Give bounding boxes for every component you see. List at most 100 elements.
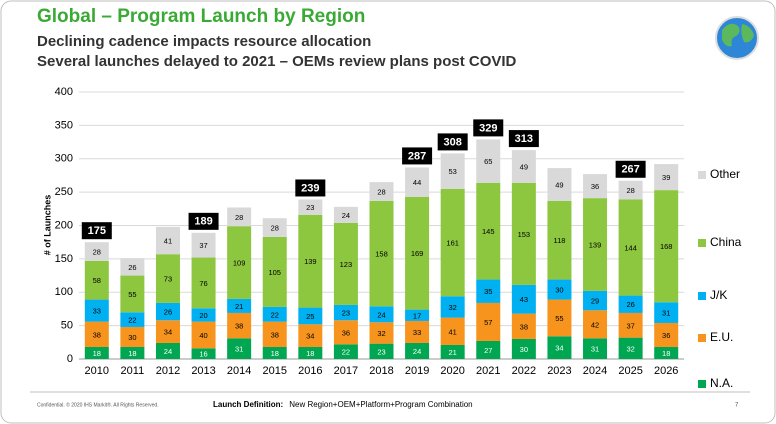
bar-segment xyxy=(405,320,430,343)
bar-segment xyxy=(405,309,430,321)
data-label: 105 xyxy=(268,268,281,277)
data-label: 20 xyxy=(199,311,207,320)
total-box xyxy=(437,133,468,151)
bar-segment xyxy=(155,226,180,255)
definition: Launch Definition: New Region+OEM+Platfor… xyxy=(213,400,473,409)
data-label: 41 xyxy=(449,327,457,336)
data-label: 55 xyxy=(555,314,563,323)
bar-segment xyxy=(298,214,323,308)
bar-segment xyxy=(511,284,536,314)
data-label: 109 xyxy=(233,259,246,268)
bar-segment xyxy=(262,346,287,359)
legend-swatch xyxy=(698,380,706,388)
data-label: 30 xyxy=(128,333,136,342)
x-tick-label: 2020 xyxy=(440,365,464,377)
title: Global – Program Launch by Region xyxy=(37,6,365,27)
total-box xyxy=(402,147,433,165)
data-label: 16 xyxy=(199,350,207,359)
bar-segment xyxy=(654,346,679,359)
data-label: 41 xyxy=(164,237,172,246)
bar-segment xyxy=(262,306,287,322)
bar-segment xyxy=(547,200,572,280)
bar-segment xyxy=(511,182,536,285)
total-box xyxy=(508,130,539,148)
y-tick-label: 0 xyxy=(67,353,73,365)
data-label: 40 xyxy=(199,331,207,340)
definition-label: Launch Definition: xyxy=(213,400,283,409)
data-label: 34 xyxy=(555,344,563,353)
x-tick-label: 2025 xyxy=(618,365,642,377)
bar-segment xyxy=(191,348,216,359)
data-label: 29 xyxy=(591,297,599,306)
data-label: 35 xyxy=(484,287,492,296)
bar-segment xyxy=(84,299,109,322)
x-tick-label: 2018 xyxy=(369,365,393,377)
data-label: 21 xyxy=(235,302,243,311)
bar-segment xyxy=(440,317,465,345)
bar-segment xyxy=(476,139,501,183)
bar-segment xyxy=(191,321,216,349)
data-label: 34 xyxy=(164,328,172,337)
bar-segment xyxy=(654,302,679,323)
legend-swatch xyxy=(698,292,706,300)
bar-segment xyxy=(298,346,323,359)
bar-segment xyxy=(227,226,252,299)
data-label: 24 xyxy=(377,310,385,319)
total-label: 189 xyxy=(194,216,212,228)
bar-segment xyxy=(440,188,465,297)
data-label: 22 xyxy=(128,316,136,325)
page-number: 7 xyxy=(735,403,739,409)
bar-segment xyxy=(120,312,145,327)
data-label: 23 xyxy=(377,347,385,356)
x-tick-label: 2019 xyxy=(405,365,429,377)
y-tick-label: 300 xyxy=(55,153,73,165)
data-label: 32 xyxy=(449,303,457,312)
data-label: 43 xyxy=(520,295,528,304)
data-label: 28 xyxy=(626,186,634,195)
bar-segment xyxy=(476,340,501,359)
data-label: 36 xyxy=(662,331,670,340)
bar-segment xyxy=(476,302,501,341)
y-tick-label: 100 xyxy=(55,286,73,298)
data-label: 31 xyxy=(235,345,243,354)
subtitle: Declining cadence impacts resource alloc… xyxy=(37,33,371,50)
bar-segment xyxy=(262,218,287,237)
bar-segment xyxy=(511,338,536,359)
data-label: 31 xyxy=(662,309,670,318)
total-label: 267 xyxy=(621,164,639,176)
total-label: 239 xyxy=(301,182,319,194)
data-label: 26 xyxy=(164,308,172,317)
bar-segment xyxy=(191,308,216,322)
data-label: 153 xyxy=(518,230,531,239)
y-tick-label: 400 xyxy=(55,86,73,98)
bar-segment xyxy=(547,279,572,300)
total-label: 308 xyxy=(443,136,461,148)
bar-segment xyxy=(191,257,216,309)
bar-segment xyxy=(227,338,252,359)
data-label: 26 xyxy=(626,300,634,309)
x-tick-label: 2026 xyxy=(654,365,678,377)
total-label: 329 xyxy=(479,122,497,134)
total-box xyxy=(615,160,646,178)
x-tick-label: 2015 xyxy=(262,365,286,377)
data-label: 169 xyxy=(411,249,424,258)
data-label: 34 xyxy=(306,332,314,341)
bar-segment xyxy=(583,290,608,311)
bar-segment xyxy=(155,254,180,303)
legend-swatch xyxy=(698,334,706,342)
data-label: 22 xyxy=(271,310,279,319)
data-label: 38 xyxy=(93,330,101,339)
data-label: 76 xyxy=(199,279,207,288)
data-label: 44 xyxy=(413,178,421,187)
bar-segment xyxy=(583,310,608,339)
bar-segment xyxy=(369,182,394,201)
data-label: 23 xyxy=(342,309,350,318)
bar-segment xyxy=(369,306,394,323)
legend-swatch xyxy=(698,171,706,179)
data-label: 36 xyxy=(342,328,350,337)
bar-segment xyxy=(333,344,358,359)
bar-segment xyxy=(654,322,679,347)
data-label: 39 xyxy=(662,173,670,182)
bar-segment xyxy=(654,190,679,303)
data-label: 37 xyxy=(626,321,634,330)
